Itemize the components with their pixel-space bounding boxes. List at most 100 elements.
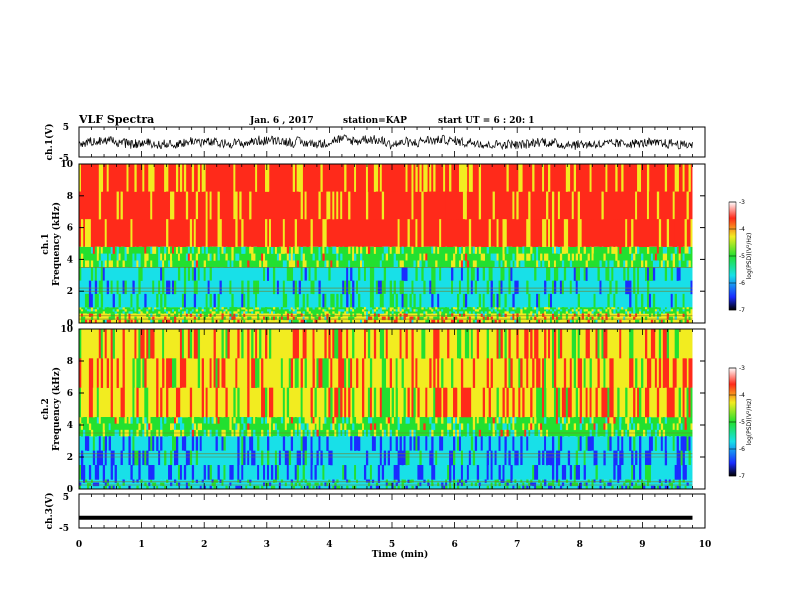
spectrogram-cell <box>237 253 240 261</box>
spectrogram-cell <box>280 417 284 424</box>
spectrogram-cell <box>377 479 381 483</box>
spectrogram-cell <box>405 253 408 261</box>
spectrogram-cell <box>185 191 189 220</box>
spectrogram-cell <box>120 450 123 466</box>
spectrogram-cell <box>367 316 371 321</box>
spectrogram-cell <box>548 479 551 483</box>
spectrogram-cell <box>118 319 121 324</box>
spectrogram-cell <box>90 307 94 310</box>
spectrogram-cell <box>595 293 598 308</box>
spectrogram-cell <box>549 485 553 490</box>
spectrogram-cell <box>656 260 660 268</box>
spectrogram-cell <box>391 311 394 314</box>
spectrogram-cell <box>542 260 545 268</box>
spectrogram-cell <box>146 329 149 359</box>
spectrogram-cell <box>170 246 173 254</box>
spectrogram-cell <box>561 260 565 268</box>
spectrogram-cell <box>512 307 515 310</box>
spectrogram-cell <box>678 417 681 424</box>
spectrogram-cell <box>177 309 181 312</box>
spectrogram-cell <box>522 479 525 483</box>
spectrogram-cell <box>664 246 668 254</box>
spectrogram-cell <box>175 313 179 317</box>
spectrogram-cell <box>98 307 102 310</box>
spectrogram-cell <box>124 417 127 424</box>
spectrogram-cell <box>664 309 668 312</box>
spectrogram-cell <box>488 436 491 451</box>
spectrogram-cell <box>185 316 189 321</box>
spectrogram-cell <box>259 293 262 308</box>
spectrogram-cell <box>259 329 262 359</box>
spectrogram-cell <box>286 387 290 418</box>
spectrogram-cell <box>128 316 131 321</box>
spectrogram-cell <box>449 307 452 310</box>
spectrogram-cell <box>320 246 323 254</box>
spectrogram-cell <box>441 465 444 480</box>
spectrogram-cell <box>411 387 414 418</box>
spectrogram-cell <box>128 293 131 308</box>
spectrogram-cell <box>579 423 582 431</box>
spectrogram-cell <box>447 307 450 310</box>
spectrogram-cell <box>395 436 398 451</box>
spectrogram-cell <box>177 280 181 295</box>
spectrogram-cell <box>365 164 369 192</box>
spectrogram-cell <box>650 164 654 192</box>
spectrogram-cell <box>314 293 317 308</box>
spectrogram-cell <box>158 260 161 268</box>
spectrogram-cell <box>300 309 303 312</box>
spectrogram-cell <box>207 191 210 220</box>
spectrogram-cell <box>637 313 640 317</box>
spectrogram-cell <box>441 316 444 321</box>
spectrogram-cell <box>268 191 272 220</box>
spectrogram-cell <box>237 387 240 418</box>
spectrogram-cell <box>251 253 254 261</box>
spectrogram-cell <box>106 358 109 388</box>
spectrogram-cell <box>290 436 294 451</box>
spectrogram-cell <box>559 293 563 308</box>
spectrogram-cell <box>605 260 608 268</box>
spectrogram-cell <box>342 482 345 487</box>
spectrogram-cell <box>451 316 454 321</box>
spectrogram-cell <box>508 417 511 424</box>
spectrogram-cell <box>381 450 385 466</box>
spectrogram-cell <box>298 450 301 466</box>
spectrogram-cell <box>223 465 226 480</box>
spectrogram-cell <box>385 316 389 321</box>
spectrogram-cell <box>470 319 474 324</box>
spectrogram-cell <box>512 293 515 308</box>
spectrogram-cell <box>621 191 624 220</box>
spectrogram-cell <box>480 313 484 317</box>
spectrogram-cell <box>102 260 106 268</box>
spectrogram-cell <box>546 436 549 451</box>
spectrogram-cell <box>393 319 396 324</box>
spectrogram-cell <box>690 267 693 281</box>
spectrogram-cell <box>514 246 517 254</box>
spectrogram-cell <box>259 219 262 247</box>
spectrogram-cell <box>272 267 276 281</box>
spectrogram-cell <box>227 465 230 480</box>
spectrogram-cell <box>267 423 270 431</box>
spectrogram-cell <box>170 423 173 431</box>
spectrogram-cell <box>168 316 171 321</box>
spectrogram-cell <box>668 482 672 487</box>
spectrogram-cell <box>551 191 555 220</box>
spectrogram-cell <box>215 436 218 451</box>
spectrogram-cell <box>104 482 108 487</box>
spectrogram-cell <box>84 307 88 310</box>
spectrogram-cell <box>245 253 248 261</box>
spectrogram-cell <box>504 479 507 483</box>
spectrogram-cell <box>577 329 580 359</box>
spectrogram-cell <box>213 313 216 317</box>
spectrogram-cell <box>449 219 452 247</box>
spectrogram-cell <box>88 309 92 312</box>
spectrogram-cell <box>407 479 410 483</box>
spectrogram-cell <box>419 253 422 261</box>
spectrogram-cell <box>643 316 646 321</box>
ch2-spectrogram-freq-label: Frequency (kHz) <box>51 367 62 451</box>
spectrogram-cell <box>330 293 333 308</box>
spectrogram-cell <box>98 253 102 261</box>
spectrogram-cell <box>557 313 561 317</box>
spectrogram-cell <box>553 358 557 388</box>
spectrogram-cell <box>464 307 468 310</box>
spectrogram-cell <box>356 423 359 431</box>
